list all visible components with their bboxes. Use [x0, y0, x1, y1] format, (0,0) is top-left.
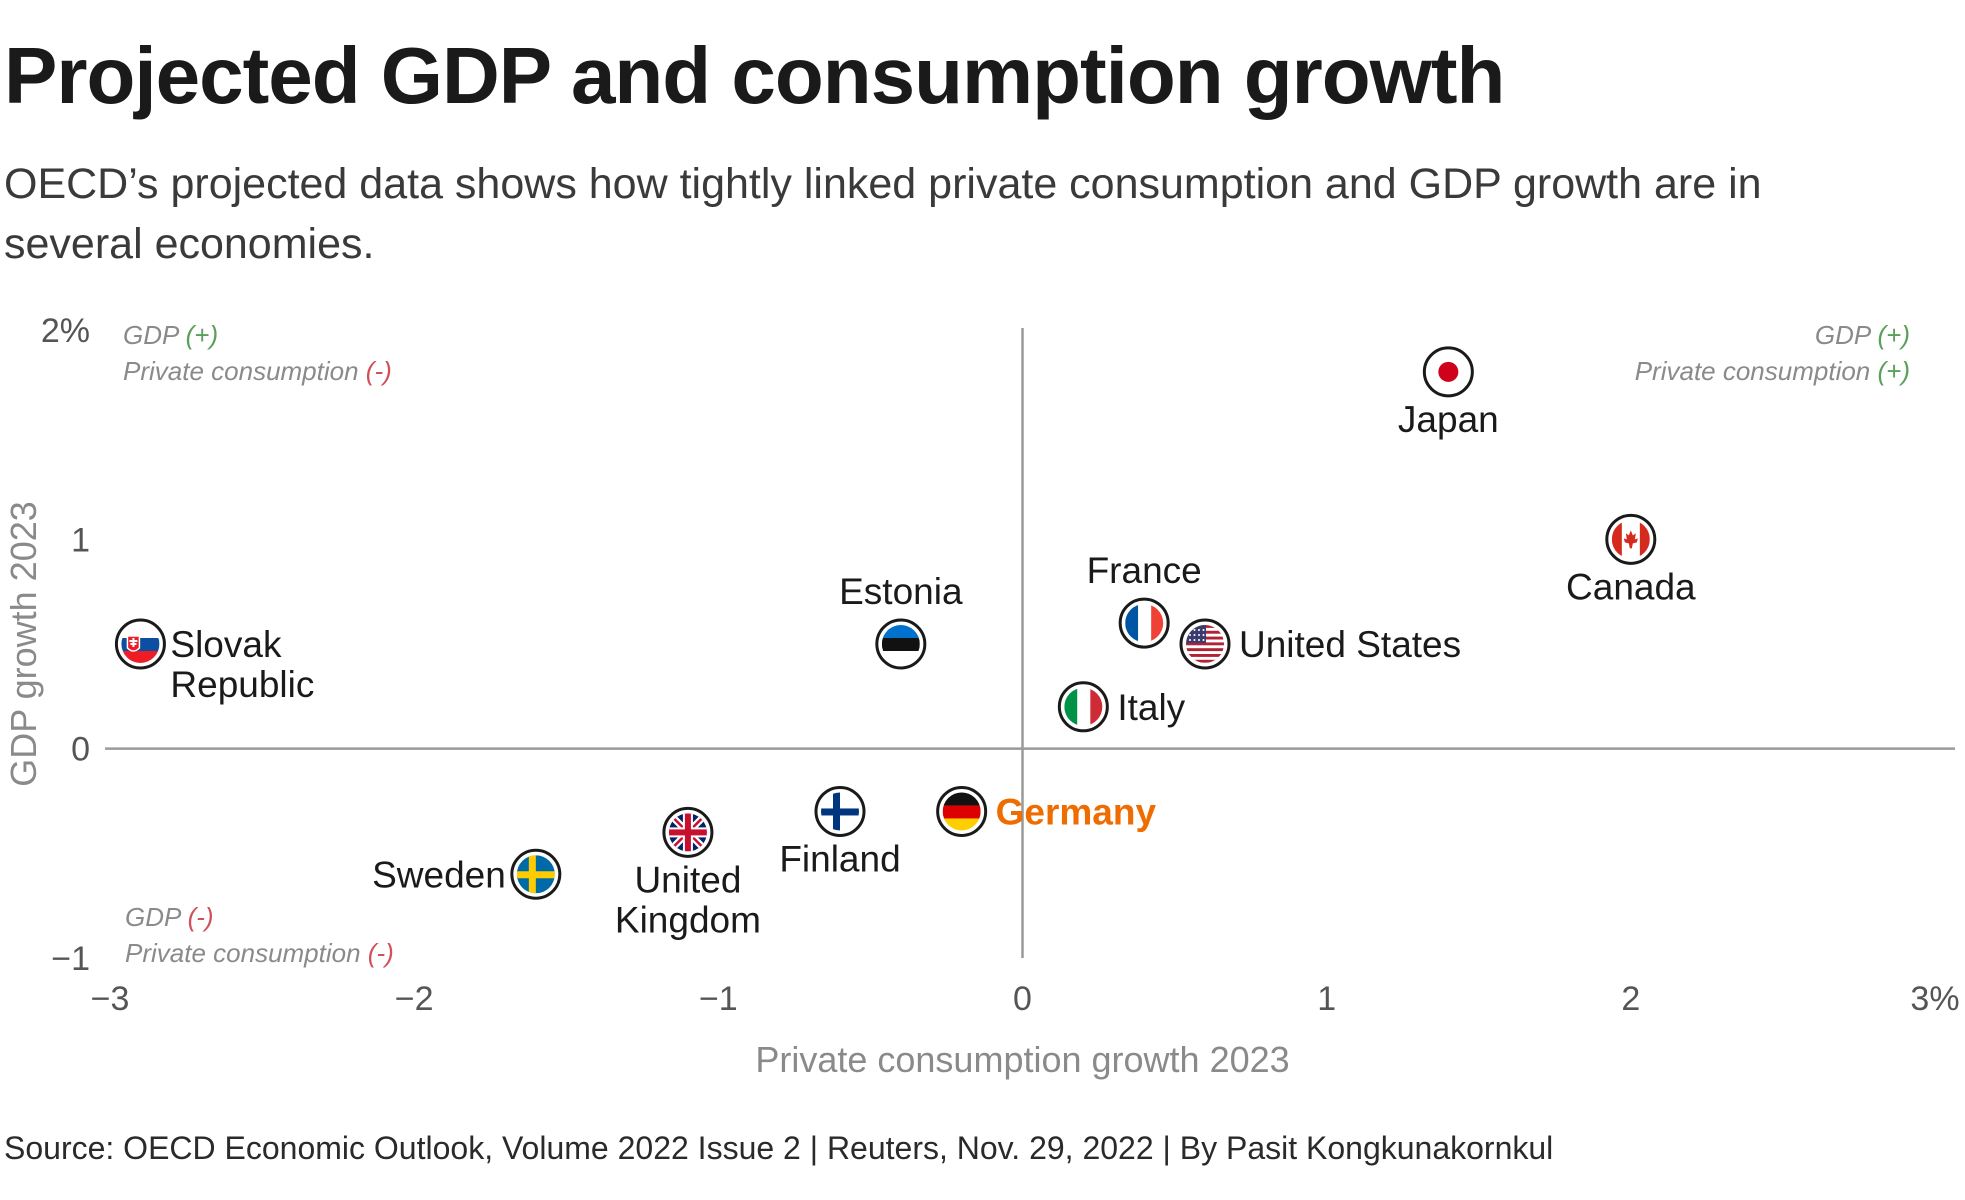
scatter-point: Italy [1057, 681, 1186, 733]
chart-title: Projected GDP and consumption growth [4, 31, 1505, 120]
quadrant-gdp-sign: (+) [1878, 320, 1911, 350]
y-tick-label: 0 [71, 731, 90, 769]
scatter-point: Finland [779, 785, 901, 879]
point-label: Germany [996, 791, 1157, 832]
x-tick-label: −1 [699, 980, 738, 1018]
quadrant-gdp-label: GDP (-) [125, 902, 214, 932]
chart-subtitle: OECD’s projected data shows how tightly … [4, 160, 1762, 268]
finland-flag-icon [814, 785, 866, 837]
point-label: France [1087, 550, 1202, 591]
quadrant-consumption-text: Private consumption [123, 356, 366, 386]
quadrant-gdp-text: GDP [123, 320, 186, 350]
y-tick-label: 1 [71, 521, 90, 559]
x-tick-label: −3 [91, 980, 130, 1018]
sweden-flag-icon [510, 848, 562, 900]
scatter-point: Estonia [839, 571, 963, 670]
scatter-point: Sweden [372, 848, 562, 900]
y-axis-title: GDP growth 2023 [3, 501, 44, 787]
quadrant-consumption-text: Private consumption [1635, 356, 1878, 386]
quadrant-labels: GDP (+)Private consumption (-)GDP (+)Pri… [123, 320, 1910, 968]
source-note: Source: OECD Economic Outlook, Volume 20… [4, 1130, 1554, 1166]
germany-flag-icon [936, 785, 988, 837]
point-label: Finland [779, 838, 900, 879]
united-kingdom-flag-icon [662, 806, 714, 858]
data-points: Japan Canada France United States Italy Eston… [114, 346, 1696, 940]
point-label: Canada [1566, 566, 1696, 607]
estonia-flag-icon [875, 618, 927, 670]
scatter-point: United States [1179, 618, 1461, 670]
scatter-point: France [1087, 550, 1202, 649]
france-flag-icon [1118, 597, 1170, 649]
x-tick-label: 0 [1013, 980, 1032, 1018]
axes: −3 −2 −1 0 1 2 3% 2% 1 0 −1 Private consumption gro… [3, 312, 1960, 1080]
quadrant-gdp-sign: (+) [186, 320, 219, 350]
x-tick-label: −2 [395, 980, 434, 1018]
y-tick-label: −1 [51, 940, 90, 978]
point-label: Slovak Republic [170, 624, 314, 705]
y-tick-label: 2% [41, 312, 90, 350]
quadrant-consumption-sign: (-) [368, 938, 394, 968]
quadrant-gdp-text: GDP [125, 902, 188, 932]
scatter-point: United Kingdom [615, 806, 761, 940]
point-label: Japan [1398, 399, 1499, 440]
point-label: Italy [1117, 687, 1185, 728]
x-tick-label: 2 [1621, 980, 1640, 1018]
x-tick-label: 1 [1317, 980, 1336, 1018]
point-label: United States [1239, 624, 1461, 665]
quadrant-gdp-label: GDP (+) [123, 320, 218, 350]
quadrant-gdp-sign: (-) [188, 902, 214, 932]
quadrant-consumption-sign: (+) [1878, 356, 1911, 386]
scatter-point: Germany [936, 785, 1157, 837]
scatter-point: Japan [1398, 346, 1499, 440]
italy-flag-icon [1057, 681, 1109, 733]
japan-flag-icon [1422, 346, 1474, 398]
quadrant-consumption-sign: (-) [366, 356, 392, 386]
quadrant-consumption-label: Private consumption (-) [125, 938, 394, 968]
x-tick-label: 3% [1910, 980, 1959, 1018]
quadrant-consumption-label: Private consumption (+) [1635, 356, 1910, 386]
quadrant-consumption-text: Private consumption [125, 938, 368, 968]
canada-flag-icon [1605, 513, 1657, 565]
slovakia-flag-icon [114, 618, 166, 670]
point-label: United Kingdom [615, 859, 761, 940]
point-label: Estonia [839, 571, 963, 612]
quadrant-gdp-label: GDP (+) [1815, 320, 1910, 350]
quadrant-consumption-label: Private consumption (-) [123, 356, 392, 386]
point-label: Sweden [372, 854, 506, 895]
united-states-flag-icon [1179, 618, 1231, 670]
scatter-point: Slovak Republic [114, 618, 314, 705]
scatter-point: Canada [1566, 513, 1696, 607]
x-axis-title: Private consumption growth 2023 [755, 1039, 1289, 1080]
quadrant-gdp-text: GDP [1815, 320, 1878, 350]
